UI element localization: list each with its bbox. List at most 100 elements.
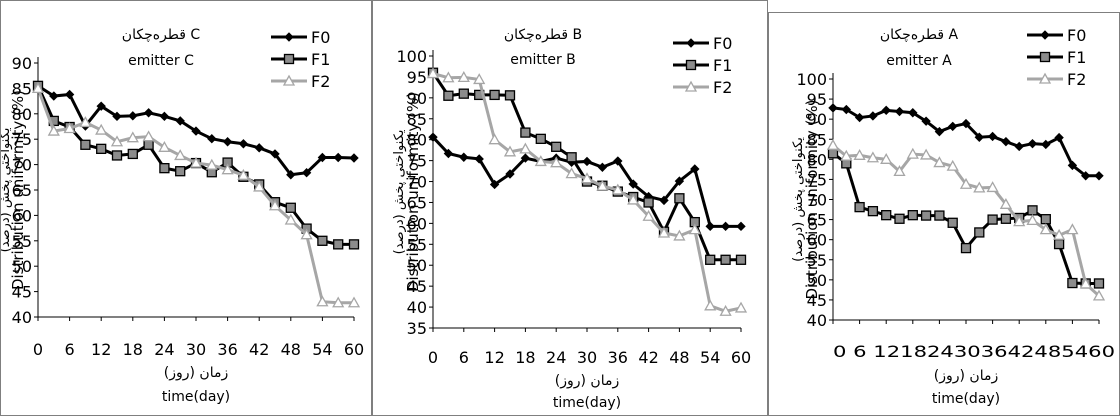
data-point-f2: [442, 71, 455, 83]
y-tick-label: 75: [807, 170, 827, 189]
data-point-f2: [853, 148, 866, 160]
data-point-f0: [175, 116, 185, 126]
x-axis-label-persian: زمان (روز): [934, 368, 998, 384]
data-point-f2: [457, 71, 470, 82]
y-tick-label: 70: [12, 156, 32, 175]
data-point-f0: [238, 139, 249, 149]
data-point-f2: [174, 149, 187, 161]
data-point-f0: [1067, 160, 1078, 171]
legend-label-f0: F0: [311, 28, 330, 47]
data-point-f0: [143, 108, 154, 118]
data-point-f2: [906, 147, 919, 159]
data-point-f1: [1053, 238, 1065, 250]
data-point-f0: [894, 106, 905, 117]
y-tick-label: 80: [807, 150, 827, 169]
data-point-f0: [736, 221, 746, 232]
x-tick-label: 42: [249, 340, 269, 359]
data-point-f0: [317, 152, 328, 163]
data-point-f2: [1092, 289, 1106, 301]
x-tick-label: 24: [546, 348, 566, 367]
data-point-f1: [458, 88, 469, 99]
data-point-f0: [582, 156, 592, 167]
data-point-f1: [735, 254, 747, 265]
y-tick-label: 40: [407, 298, 427, 317]
data-point-f0: [474, 154, 484, 164]
data-point-f2: [704, 299, 717, 311]
y-tick-label: 45: [807, 291, 827, 310]
x-axis-label-english: time(day): [553, 395, 621, 411]
data-point-f1: [443, 90, 454, 101]
x-tick-label: 36: [608, 348, 628, 367]
data-point-f2: [300, 228, 313, 240]
data-point-f2: [1052, 228, 1066, 240]
chart-subtitle: emitter A: [886, 53, 952, 69]
data-point-f0: [1041, 139, 1051, 150]
data-point-f2: [999, 197, 1013, 209]
data-point-f2: [63, 122, 76, 134]
y-tick-label: 95: [407, 68, 427, 87]
data-point-f2: [221, 163, 234, 175]
x-tick-labels: 0 6 121824303642485460: [833, 342, 1115, 361]
data-point-f2: [657, 226, 671, 238]
data-point-f1: [504, 90, 516, 101]
data-point-f0: [720, 221, 731, 232]
data-point-f1: [348, 239, 360, 250]
data-point-f1: [705, 254, 716, 265]
data-point-f1: [111, 150, 123, 161]
series-line-f2: [432, 72, 742, 313]
data-point-f0: [690, 164, 700, 174]
data-point-f1: [947, 217, 958, 228]
data-point-f1: [674, 193, 685, 204]
data-point-f0: [489, 179, 500, 190]
data-point-f1: [894, 213, 905, 224]
y-tick-label: 60: [12, 206, 32, 225]
data-point-f2: [1066, 223, 1079, 235]
data-point-f0: [349, 153, 359, 163]
data-point-f2: [550, 156, 563, 168]
y-tick-label: 85: [807, 130, 827, 149]
y-tick-label: 100: [796, 70, 827, 89]
data-point-f1: [566, 152, 577, 163]
chart-panel-a: 40 45 50 55 60 65 70 75 80 85 90 95 100 0 6 121824303…: [768, 12, 1120, 416]
data-point-f0: [254, 143, 264, 153]
data-point-f0: [628, 179, 638, 189]
x-axis-label-english: time(day): [162, 389, 230, 405]
data-point-f0: [934, 126, 945, 137]
series-f0: [828, 103, 1104, 181]
data-point-f2: [596, 179, 609, 191]
data-point-f0: [333, 152, 343, 163]
data-point-f0: [222, 137, 233, 147]
y-tick-label: 75: [12, 130, 32, 149]
chart-svg-emitter-c: 40 45 50 55 60 65 70 75 80 85 90 0 6 12 18 24 30 36 42 48 54…: [0, 27, 364, 405]
y-tick-label: 95: [807, 90, 827, 109]
data-point-f0: [1094, 171, 1104, 181]
legend-marker-f0: [284, 32, 294, 42]
y-tick-label: 70: [407, 173, 427, 192]
data-point-f2: [332, 296, 345, 308]
y-tick-label: 45: [407, 277, 427, 296]
y-tick-label: 50: [807, 271, 827, 290]
data-point-f1: [1027, 205, 1038, 216]
data-point-f0: [1027, 138, 1038, 149]
data-point-f0: [868, 111, 878, 121]
x-tick-label: 30: [577, 348, 597, 367]
data-point-f2: [959, 177, 973, 189]
chart-subtitle: emitter B: [510, 52, 576, 68]
legend-marker-f0: [1040, 30, 1050, 40]
data-point-f2: [1026, 214, 1039, 226]
data-point-f1: [1093, 278, 1105, 289]
data-point-f1: [867, 205, 879, 217]
legend-marker-f1: [283, 53, 295, 65]
data-point-f1: [881, 210, 892, 221]
series-f2: [31, 82, 361, 308]
x-tick-label: 18: [123, 340, 143, 359]
data-point-f0: [96, 101, 106, 111]
data-point-f2: [933, 156, 946, 168]
y-tick-label: 85: [12, 79, 32, 98]
data-point-f2: [973, 181, 986, 193]
y-tick-label: 70: [807, 191, 827, 210]
data-point-f2: [189, 156, 203, 168]
data-point-f2: [205, 158, 218, 170]
data-point-f1: [285, 202, 296, 213]
data-point-f0: [443, 148, 454, 159]
